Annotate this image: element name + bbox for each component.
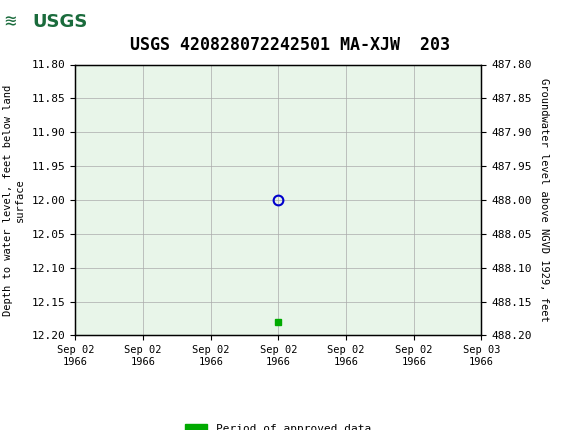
Bar: [2, 3, 89, 42]
Y-axis label: Depth to water level, feet below land
surface: Depth to water level, feet below land su…: [3, 84, 25, 316]
Text: USGS: USGS: [32, 12, 87, 31]
Y-axis label: Groundwater level above NGVD 1929, feet: Groundwater level above NGVD 1929, feet: [539, 78, 549, 322]
Text: USGS 420828072242501 MA-XJW  203: USGS 420828072242501 MA-XJW 203: [130, 36, 450, 54]
Legend: Period of approved data: Period of approved data: [181, 419, 376, 430]
Text: ≋: ≋: [5, 12, 16, 31]
